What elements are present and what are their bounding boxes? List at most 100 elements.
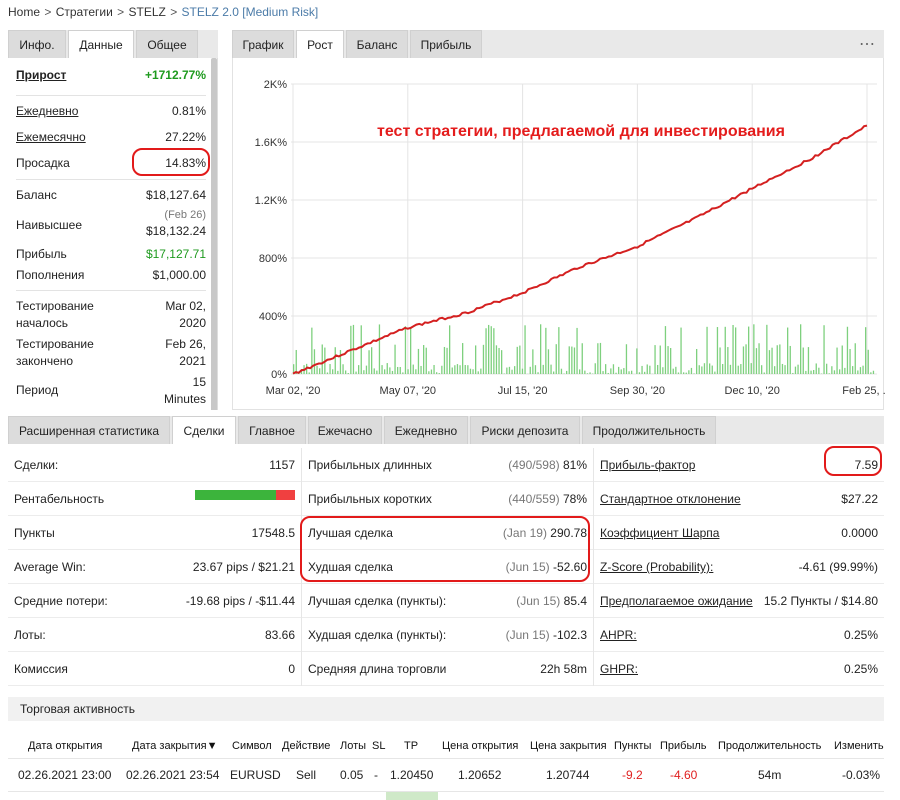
tab-growth[interactable]: Рост <box>296 30 344 58</box>
tab-balance[interactable]: Баланс <box>346 30 408 58</box>
tab-daily[interactable]: Ежедневно <box>384 416 468 444</box>
balance-label: Баланс <box>16 188 57 202</box>
breadcrumb-strategies[interactable]: Стратегии <box>55 5 113 19</box>
cell-open-price: 1.20652 <box>458 768 502 782</box>
stats-column-1: Сделки: 1157 Рентабельность Пункты 17548… <box>8 448 302 686</box>
volume-bar <box>584 370 586 374</box>
period-label: Период <box>16 383 59 397</box>
tab-trades[interactable]: Сделки <box>172 416 236 444</box>
cell-close-date: 02.26.2021 23:54 <box>126 768 220 782</box>
volume-bar <box>826 363 828 374</box>
volume-bar <box>771 347 773 374</box>
x-tick-label: Dec 10, '20 <box>725 385 780 397</box>
volume-bar <box>589 372 591 374</box>
test-end-value-2: 2021 <box>179 354 206 368</box>
tab-general[interactable]: Общее <box>136 30 198 58</box>
volume-bar <box>407 369 409 374</box>
tab-chart[interactable]: График <box>232 30 294 58</box>
stat-row: Прибыльных коротких (440/559) 78% <box>302 482 593 516</box>
volume-bar <box>436 372 438 374</box>
volume-bar <box>836 347 838 374</box>
volume-bar <box>449 325 451 374</box>
column-symbol[interactable]: Символ <box>232 740 272 752</box>
stat-label[interactable]: Прибыль-фактор <box>600 458 696 472</box>
volume-bar <box>683 372 685 374</box>
tab-extended-stats[interactable]: Расширенная статистика <box>8 416 170 444</box>
stat-value: (Jun 15) -52.60 <box>506 560 587 574</box>
stat-label[interactable]: AHPR: <box>600 628 637 642</box>
column-action[interactable]: Действие <box>282 740 331 752</box>
column-sl[interactable]: SL <box>372 740 386 752</box>
column-pips[interactable]: Пункты <box>614 740 652 752</box>
stat-label[interactable]: Предполагаемое ожидание <box>600 594 753 608</box>
tab-info[interactable]: Инфо. <box>8 30 66 58</box>
volume-bar <box>719 347 721 374</box>
deposits-value: $1,000.00 <box>152 268 206 282</box>
stat-label[interactable]: Z-Score (Probability): <box>600 560 714 574</box>
volume-bar <box>534 365 537 374</box>
stats-tabs: Расширенная статистика Сделки Главное Еж… <box>8 416 884 444</box>
sort-desc-icon: ▼ <box>206 740 218 752</box>
volume-bar <box>859 367 862 374</box>
x-tick-label: Jul 15, '20 <box>498 385 548 397</box>
column-close-price[interactable]: Цена закрытия <box>530 740 607 752</box>
tab-data[interactable]: Данные <box>68 30 134 58</box>
stat-label: Прибыльных коротких <box>308 492 432 506</box>
daily-row: Ежедневно 0.81% <box>16 104 206 120</box>
volume-bar <box>800 324 802 374</box>
volume-bar <box>490 326 492 374</box>
monthly-value: 27.22% <box>165 130 206 144</box>
breadcrumb-current: STELZ 2.0 [Medium Risk] <box>181 5 319 19</box>
volume-bar <box>519 345 521 374</box>
stat-label[interactable]: Коэффициент Шарпа <box>600 526 720 540</box>
column-close-date[interactable]: Дата закрытия▼ <box>132 740 217 752</box>
tab-profit[interactable]: Прибыль <box>410 30 482 58</box>
column-open-price[interactable]: Цена открытия <box>442 740 519 752</box>
stat-label: Худшая сделка <box>308 560 393 574</box>
volume-bar <box>446 347 448 374</box>
column-tp[interactable]: TP <box>404 740 419 752</box>
column-lots[interactable]: Лоты <box>340 740 367 752</box>
daily-label[interactable]: Ежедневно <box>16 104 79 118</box>
volume-bar <box>547 349 550 374</box>
info-scrollbar[interactable] <box>211 58 217 410</box>
volume-bar <box>516 346 518 374</box>
volume-bar <box>586 373 589 374</box>
divider <box>8 758 884 759</box>
tab-duration[interactable]: Продолжительность <box>582 416 716 444</box>
column-duration[interactable]: Продолжительность <box>718 740 822 752</box>
stat-detail: (Jun 15) <box>516 594 561 608</box>
drawdown-row: Просадка 14.83% <box>16 156 206 172</box>
stat-value: (Jun 15) -102.3 <box>506 628 587 642</box>
stat-value-text: -102.3 <box>552 628 587 642</box>
monthly-label[interactable]: Ежемесячно <box>16 130 86 144</box>
breadcrumb-home[interactable]: Home <box>8 5 41 19</box>
stat-label[interactable]: GHPR: <box>600 662 639 676</box>
breadcrumb-stelz[interactable]: STELZ <box>128 5 166 19</box>
cell-duration: 54m <box>758 768 782 782</box>
cell-tp: 1.20450 <box>390 768 434 782</box>
tp-highlight <box>386 792 438 800</box>
volume-bar <box>399 366 401 374</box>
volume-bar <box>363 370 365 374</box>
column-change[interactable]: Изменить <box>834 740 884 752</box>
volume-bar <box>740 364 742 374</box>
volume-bar <box>555 344 557 374</box>
stat-label: Средние потери: <box>14 594 108 608</box>
volume-bar <box>558 327 560 374</box>
stats-grid: Сделки: 1157 Рентабельность Пункты 17548… <box>8 446 884 686</box>
volume-bar <box>701 366 703 374</box>
tab-deposit-risks[interactable]: Риски депозита <box>470 416 580 444</box>
test-end-value-1: Feb 26, <box>165 337 206 351</box>
tab-main[interactable]: Главное <box>238 416 306 444</box>
volume-bar <box>381 365 383 374</box>
stat-label[interactable]: Стандартное отклонение <box>600 492 741 506</box>
column-open-date[interactable]: Дата открытия <box>28 740 103 752</box>
volume-bar <box>807 347 810 374</box>
test-start-label-1: Тестирование <box>16 299 94 313</box>
tab-hourly[interactable]: Ежечасно <box>308 416 382 444</box>
gain-label[interactable]: Прирост <box>16 68 67 82</box>
more-options-icon[interactable]: ⋯ <box>859 36 876 53</box>
test-start-value-1: Mar 02, <box>165 299 206 313</box>
column-profit[interactable]: Прибыль <box>660 740 707 752</box>
